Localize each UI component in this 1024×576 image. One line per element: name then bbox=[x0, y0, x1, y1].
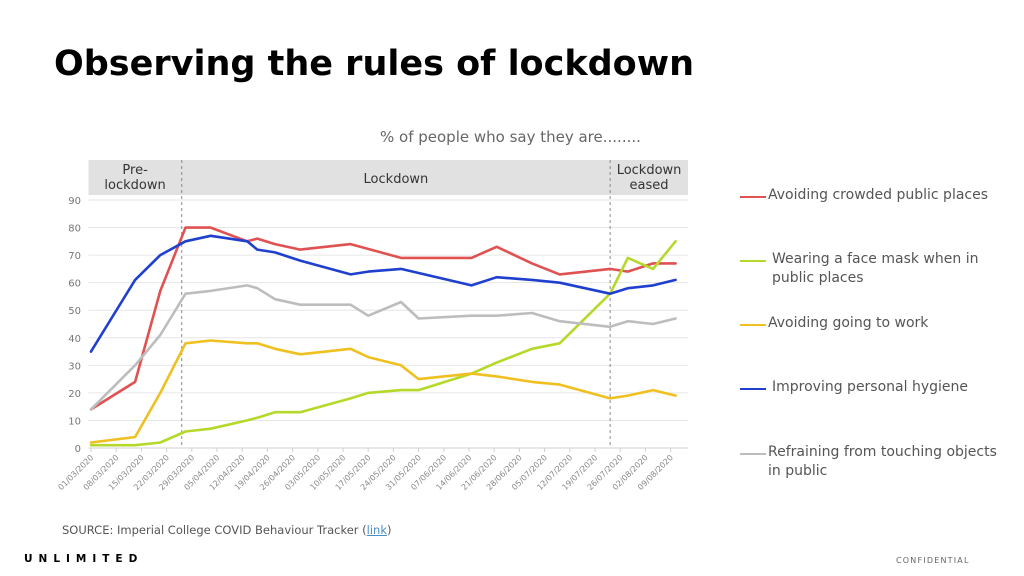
legend-label: Refraining from touching objects in publ… bbox=[768, 444, 997, 479]
source-text: SOURCE: Imperial College COVID Behaviour… bbox=[62, 523, 367, 537]
y-tick-label: 90 bbox=[68, 196, 81, 207]
series-line-avoiding-crowded-public-places bbox=[89, 226, 677, 411]
phase-label: Pre-lockdown bbox=[104, 163, 165, 193]
series-lines bbox=[89, 226, 677, 447]
chart-subtitle: % of people who say they are........ bbox=[380, 128, 641, 146]
legend-swatch-gray bbox=[740, 453, 766, 455]
legend-swatch-blue bbox=[740, 388, 766, 390]
y-axis-ticks: 0 10 20 30 40 50 60 70 80 90 bbox=[68, 196, 81, 455]
brand-logo: UNLIMITED bbox=[24, 553, 144, 565]
source-note: SOURCE: Imperial College COVID Behaviour… bbox=[62, 523, 392, 537]
y-tick-label: 50 bbox=[68, 306, 81, 317]
legend-item-hygiene: Improving personal hygiene bbox=[740, 378, 1010, 397]
phase-label: Lockdown eased bbox=[617, 163, 682, 193]
series-line-wearing-a-face-mask-when-in-public-places bbox=[89, 240, 677, 447]
y-tick-label: 40 bbox=[68, 334, 81, 345]
legend-item-touching: Refraining from touching objects in publ… bbox=[740, 443, 1010, 481]
phase-dividers bbox=[181, 160, 611, 448]
legend-swatch-green bbox=[740, 260, 766, 262]
x-axis-ticks: 01/03/202008/03/202015/03/202022/03/2020… bbox=[56, 448, 675, 492]
legend-item-mask: Wearing a face mask when in public place… bbox=[740, 250, 1010, 288]
confidential-label: CONFIDENTIAL bbox=[896, 556, 970, 565]
y-tick-label: 20 bbox=[68, 389, 81, 400]
series-line-refraining-from-touching-objects-in-public bbox=[89, 284, 677, 411]
source-text-end: ) bbox=[387, 523, 392, 537]
y-tick-label: 80 bbox=[68, 224, 81, 235]
phase-band: Pre-lockdown Lockdown Lockdown eased bbox=[88, 160, 689, 195]
slide-title: Observing the rules of lockdown bbox=[54, 44, 694, 84]
legend-label: Avoiding crowded public places bbox=[768, 187, 989, 203]
y-tick-label: 30 bbox=[68, 361, 81, 372]
source-link[interactable]: link bbox=[366, 523, 387, 537]
y-tick-label: 0 bbox=[75, 444, 81, 455]
legend-label: Avoiding going to work bbox=[768, 315, 929, 331]
legend-item-crowded: Avoiding crowded public places bbox=[740, 186, 1010, 205]
legend-swatch-yellow bbox=[740, 324, 766, 326]
legend-label: Wearing a face mask when in public place… bbox=[772, 251, 979, 286]
y-tick-label: 70 bbox=[68, 251, 81, 262]
legend-label: Improving personal hygiene bbox=[772, 379, 968, 395]
legend-item-work: Avoiding going to work bbox=[740, 314, 1010, 333]
y-tick-label: 60 bbox=[68, 279, 81, 290]
phase-label: Lockdown bbox=[364, 172, 429, 187]
series-line-avoiding-going-to-work bbox=[89, 339, 677, 444]
series-line-improving-personal-hygiene bbox=[89, 234, 677, 353]
gridlines bbox=[88, 199, 688, 449]
y-tick-label: 10 bbox=[68, 416, 81, 427]
phase-band-background bbox=[88, 160, 689, 195]
legend-swatch-red bbox=[740, 196, 766, 198]
